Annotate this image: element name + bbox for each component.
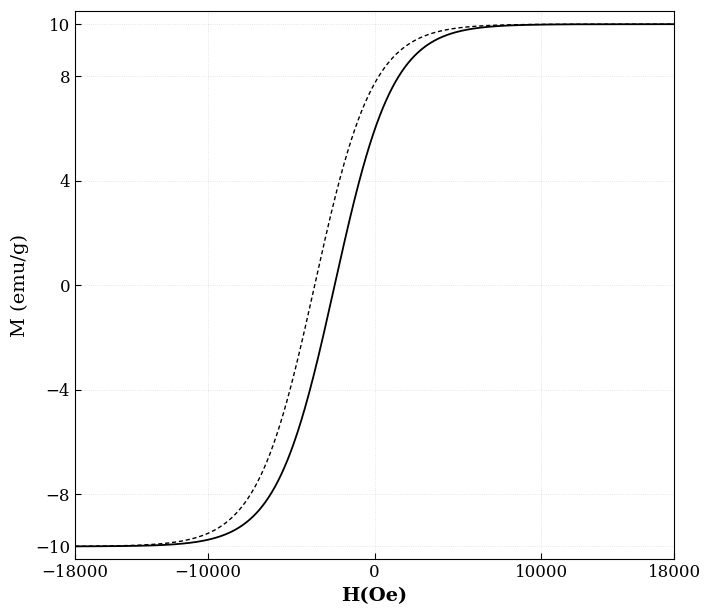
Y-axis label: M (emu/g): M (emu/g) [11, 234, 29, 337]
X-axis label: H(Oe): H(Oe) [342, 587, 408, 605]
